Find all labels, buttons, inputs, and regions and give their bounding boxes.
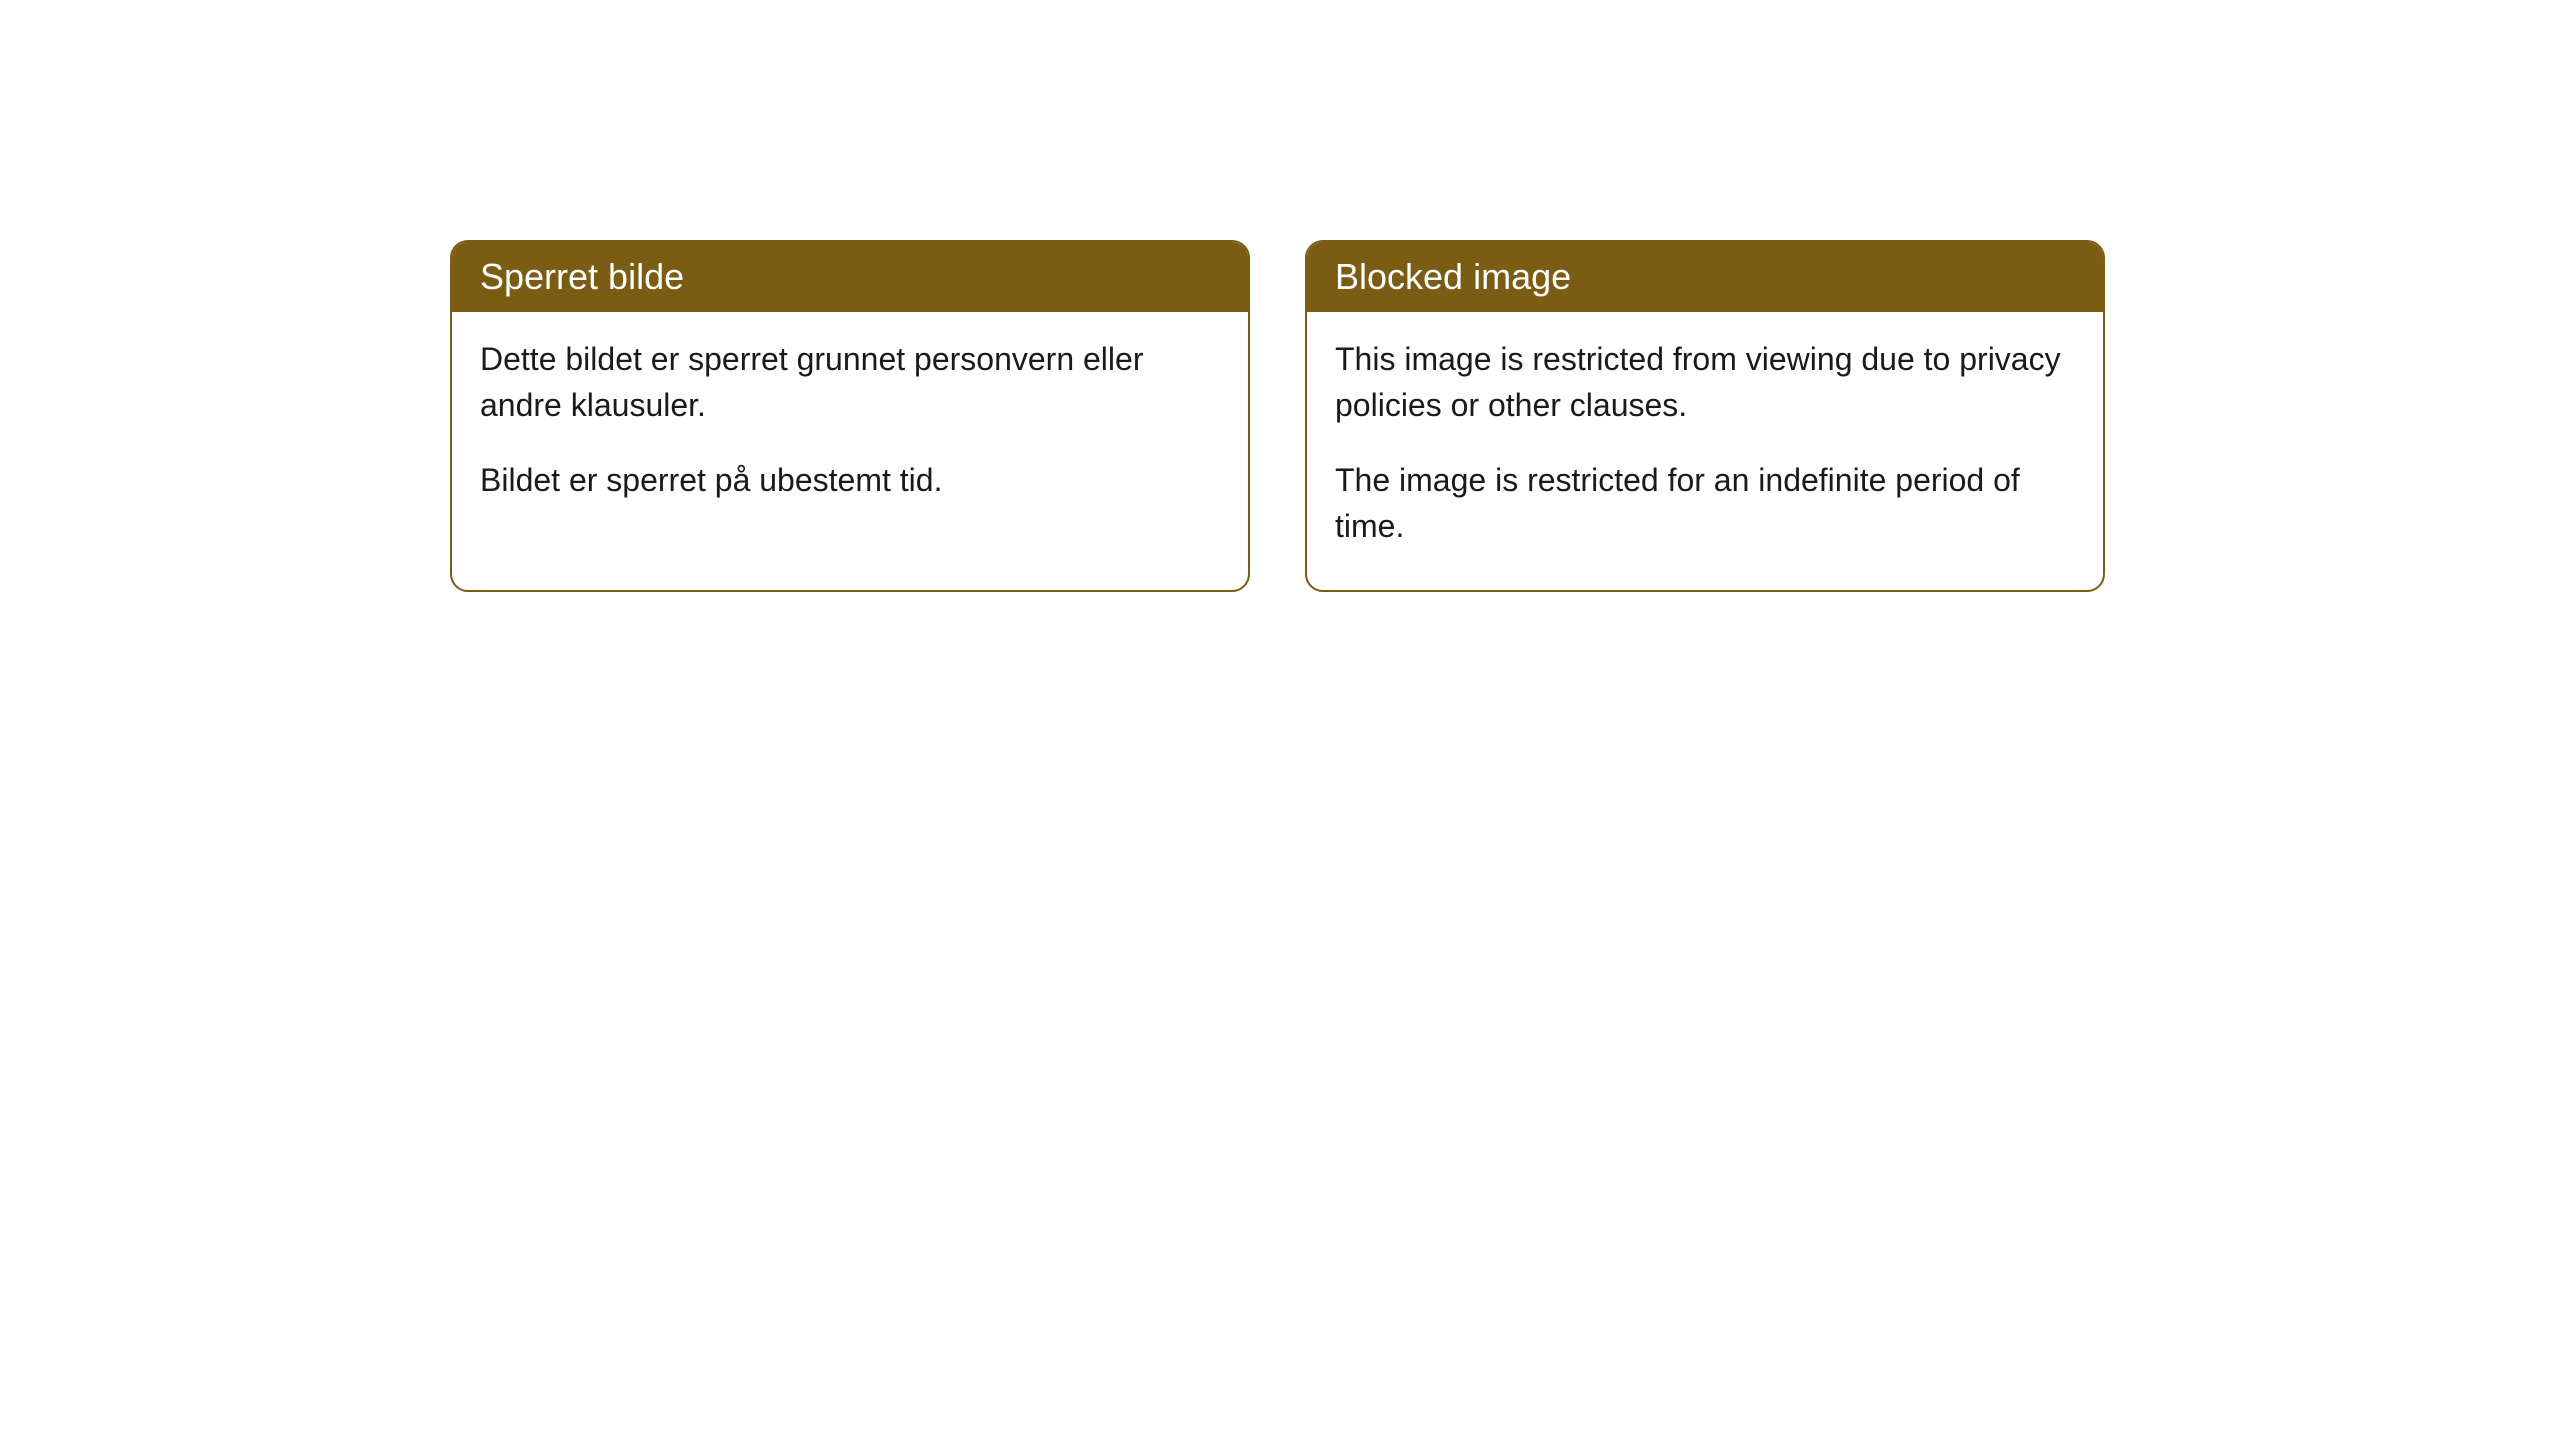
- card-paragraph: Dette bildet er sperret grunnet personve…: [480, 336, 1220, 429]
- card-paragraph: This image is restricted from viewing du…: [1335, 336, 2075, 429]
- card-body: This image is restricted from viewing du…: [1307, 312, 2103, 590]
- blocked-image-card-norwegian: Sperret bilde Dette bildet er sperret gr…: [450, 240, 1250, 592]
- card-body: Dette bildet er sperret grunnet personve…: [452, 312, 1248, 543]
- blocked-image-cards: Sperret bilde Dette bildet er sperret gr…: [450, 240, 2560, 592]
- card-paragraph: The image is restricted for an indefinit…: [1335, 457, 2075, 550]
- card-paragraph: Bildet er sperret på ubestemt tid.: [480, 457, 1220, 503]
- blocked-image-card-english: Blocked image This image is restricted f…: [1305, 240, 2105, 592]
- card-title: Blocked image: [1307, 242, 2103, 312]
- card-title: Sperret bilde: [452, 242, 1248, 312]
